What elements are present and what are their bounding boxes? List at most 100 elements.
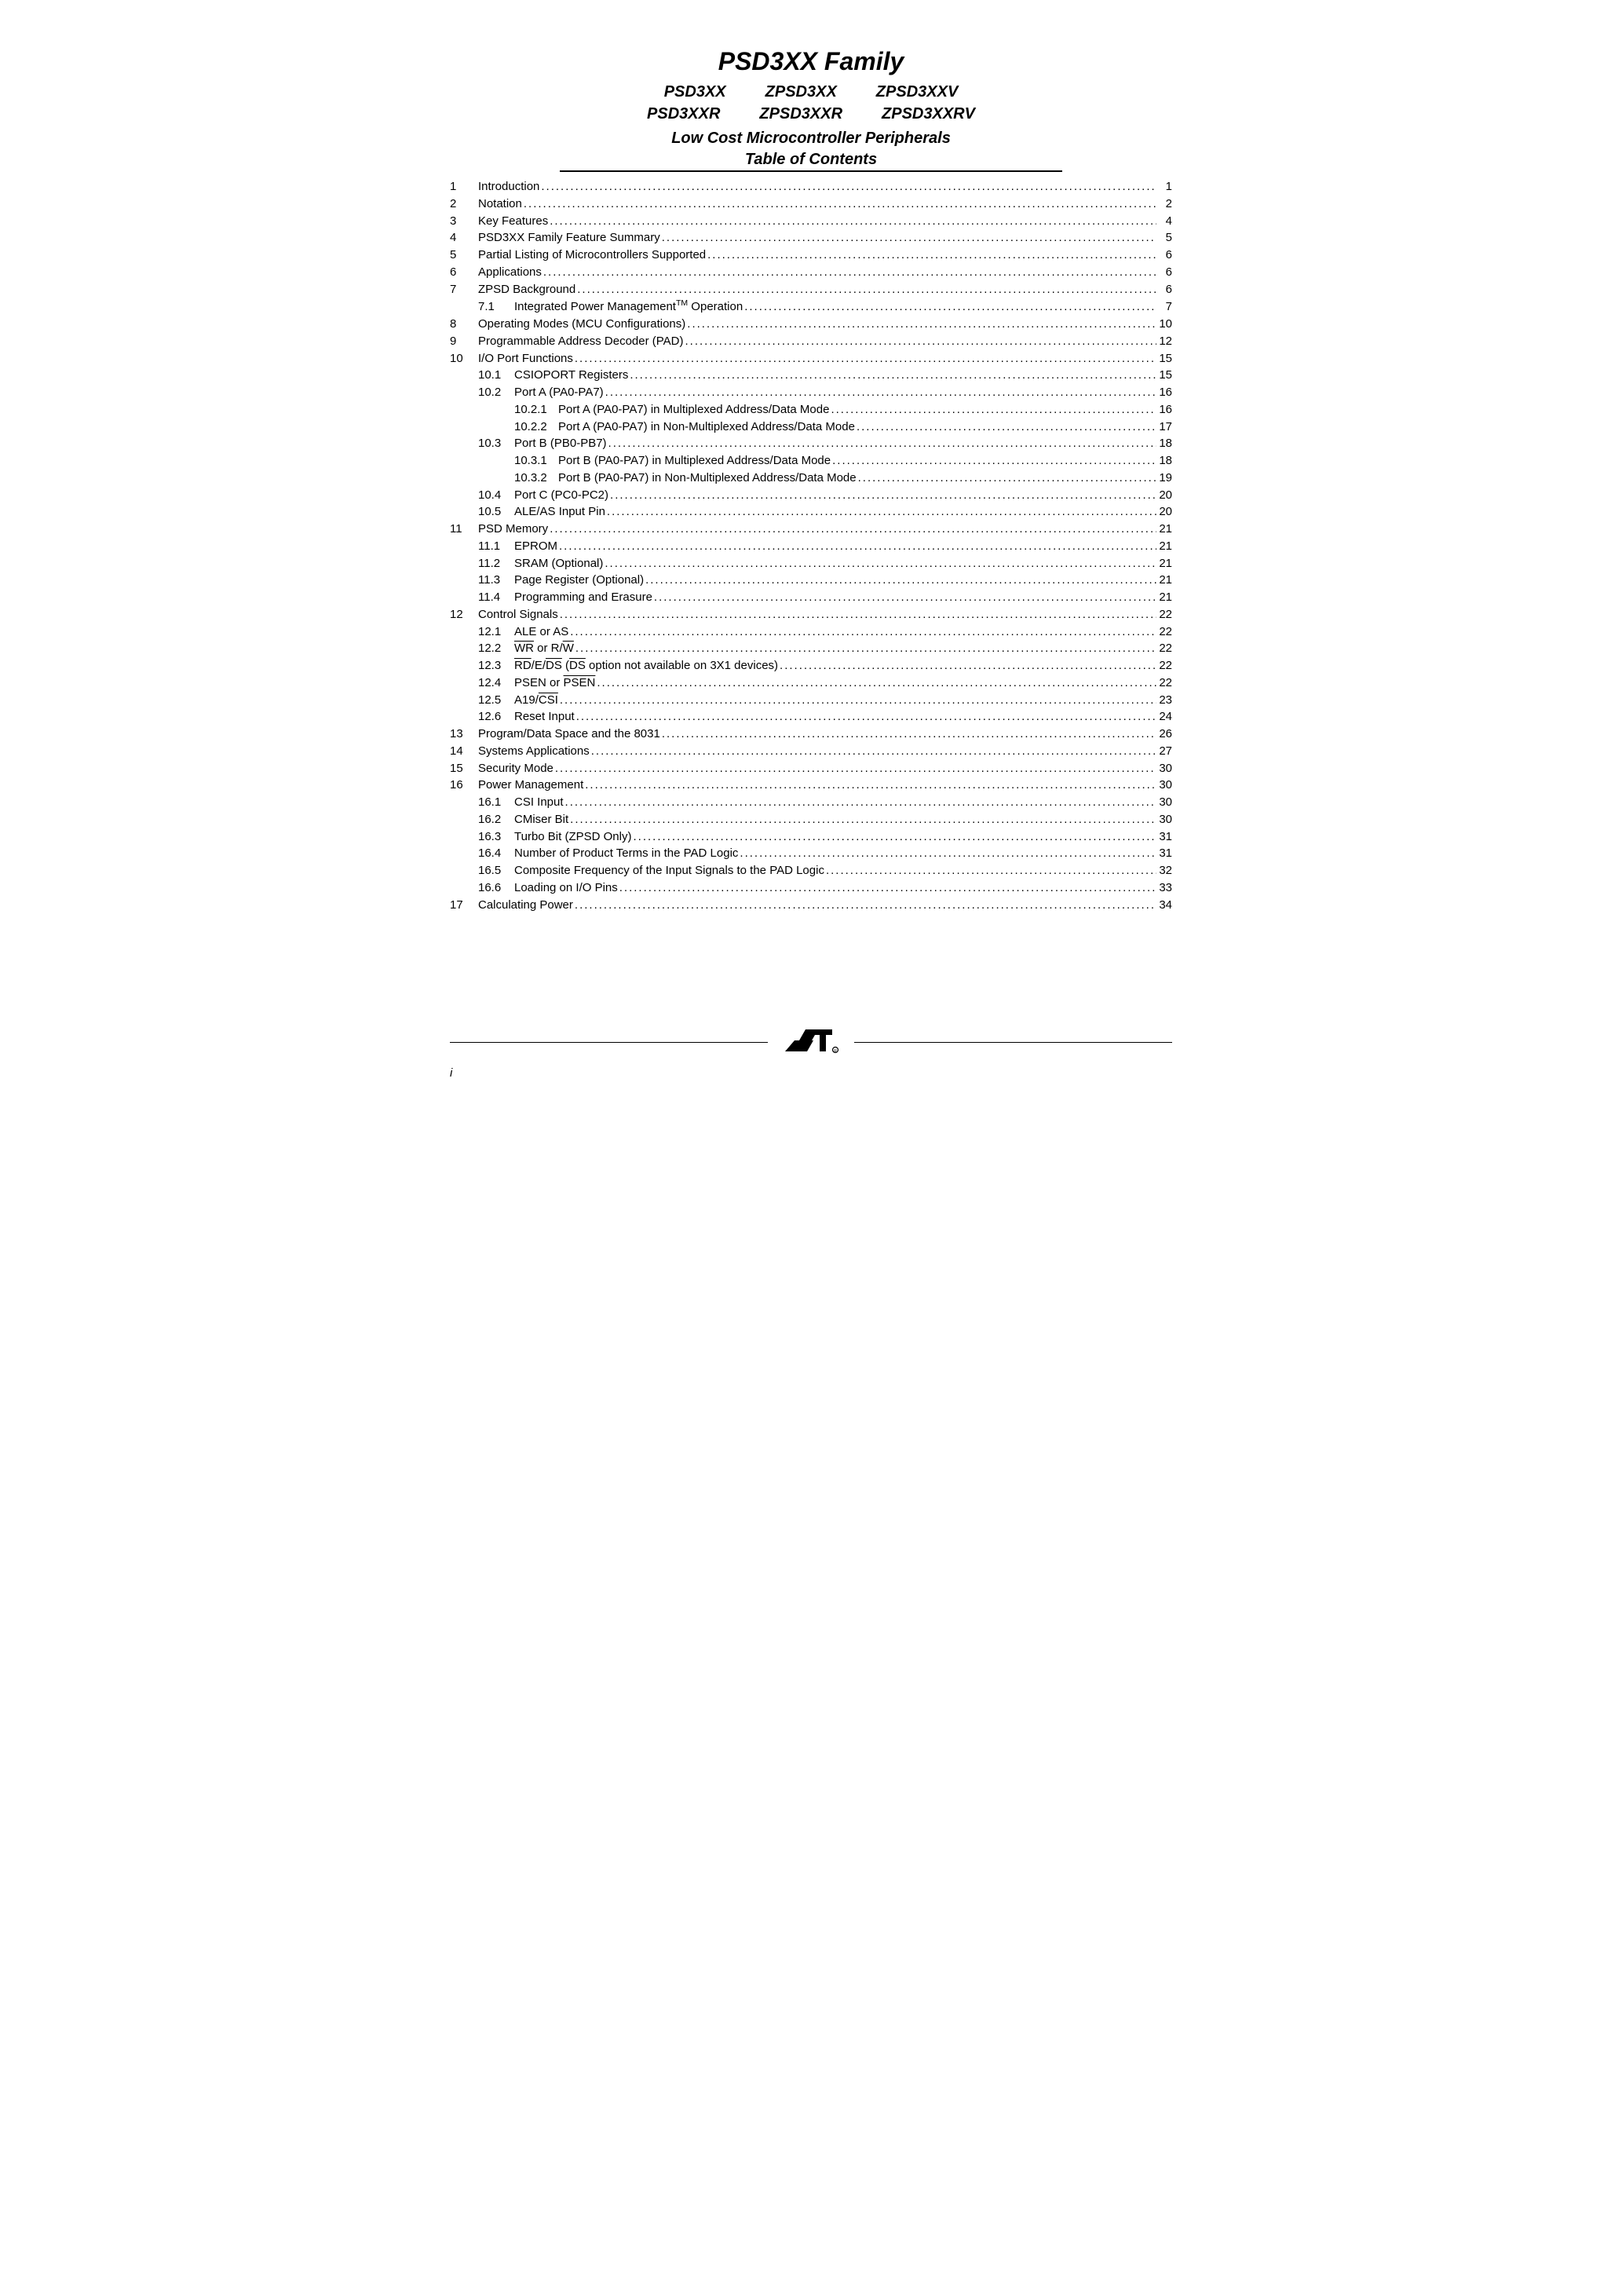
toc-leader-dots bbox=[575, 708, 1156, 726]
toc-entry: 16.5Composite Frequency of the Input Sig… bbox=[450, 862, 1172, 879]
toc-title: PSD3XX Family Feature Summary bbox=[478, 229, 660, 247]
toc-title: PSEN or PSEN bbox=[514, 675, 595, 692]
toc-title: RD/E/DS (DS option not available on 3X1 … bbox=[514, 657, 778, 675]
toc-sub-number: 10.2 bbox=[478, 384, 514, 401]
toc-leader-dots bbox=[583, 777, 1156, 794]
toc-title: Operating Modes (MCU Configurations) bbox=[478, 316, 685, 333]
toc-subsub-number: 10.3.2 bbox=[514, 470, 558, 487]
toc-title: Program/Data Space and the 8031 bbox=[478, 726, 660, 743]
toc-title: Calculating Power bbox=[478, 897, 573, 914]
toc-leader-dots bbox=[831, 452, 1156, 470]
toc-sub-number: 12.3 bbox=[478, 657, 514, 675]
toc-entry: 3Key Features4 bbox=[450, 213, 1172, 230]
toc-page-number: 6 bbox=[1156, 264, 1172, 281]
toc-leader-dots bbox=[829, 401, 1156, 419]
toc-leader-dots bbox=[548, 213, 1156, 230]
toc-sub-number: 16.4 bbox=[478, 845, 514, 862]
toc-page-number: 22 bbox=[1156, 623, 1172, 641]
toc-section-number: 1 bbox=[450, 178, 478, 196]
document-header: PSD3XX Family PSD3XX ZPSD3XX ZPSD3XXV PS… bbox=[450, 47, 1172, 172]
toc-entry: 11.2SRAM (Optional)21 bbox=[450, 555, 1172, 572]
toc-entry: 7.1Integrated Power ManagementTM Operati… bbox=[450, 298, 1172, 316]
toc-sub-number: 16.1 bbox=[478, 794, 514, 811]
variant: ZPSD3XXRV bbox=[882, 103, 975, 125]
toc-subsub-number: 10.3.1 bbox=[514, 452, 558, 470]
toc-sub-number: 10.1 bbox=[478, 367, 514, 384]
toc-title: Port A (PA0-PA7) bbox=[514, 384, 604, 401]
variant: ZPSD3XXR bbox=[759, 103, 842, 125]
footer-rule-right bbox=[854, 1042, 1172, 1043]
toc-page-number: 30 bbox=[1156, 777, 1172, 794]
toc-section-number: 13 bbox=[450, 726, 478, 743]
toc-leader-dots bbox=[652, 589, 1156, 606]
toc-leader-dots bbox=[660, 726, 1156, 743]
toc-title: Key Features bbox=[478, 213, 548, 230]
toc-page-number: 32 bbox=[1156, 862, 1172, 879]
toc-title: CMiser Bit bbox=[514, 811, 568, 828]
toc-entry: 13Program/Data Space and the 8031 26 bbox=[450, 726, 1172, 743]
toc-page-number: 31 bbox=[1156, 845, 1172, 862]
toc-entry: 12.5A19/CSI23 bbox=[450, 692, 1172, 709]
toc-title: Port B (PA0-PA7) in Non-Multiplexed Addr… bbox=[558, 470, 857, 487]
toc-leader-dots bbox=[660, 229, 1156, 247]
toc-sub-number: 12.2 bbox=[478, 640, 514, 657]
toc-page-number: 30 bbox=[1156, 794, 1172, 811]
toc-entry: 6Applications6 bbox=[450, 264, 1172, 281]
toc-leader-dots bbox=[568, 811, 1156, 828]
page-title: PSD3XX Family bbox=[450, 47, 1172, 76]
toc-title: Reset Input bbox=[514, 708, 575, 726]
toc-entry: 17Calculating Power34 bbox=[450, 897, 1172, 914]
toc-page-number: 6 bbox=[1156, 247, 1172, 264]
toc-entry: 11.3Page Register (Optional)21 bbox=[450, 572, 1172, 589]
toc-leader-dots bbox=[631, 828, 1156, 846]
toc-entry: 16.4Number of Product Terms in the PAD L… bbox=[450, 845, 1172, 862]
toc-page-number: 5 bbox=[1156, 229, 1172, 247]
toc-section-number: 11 bbox=[450, 521, 478, 538]
toc-entry: 4PSD3XX Family Feature Summary5 bbox=[450, 229, 1172, 247]
toc-leader-dots bbox=[595, 675, 1156, 692]
toc-entry: 10.3.2Port B (PA0-PA7) in Non-Multiplexe… bbox=[450, 470, 1172, 487]
toc-entry: 10.5ALE/AS Input Pin20 bbox=[450, 503, 1172, 521]
toc-page-number: 30 bbox=[1156, 760, 1172, 777]
toc-page-number: 31 bbox=[1156, 828, 1172, 846]
toc-title: Notation bbox=[478, 196, 522, 213]
variant: PSD3XX bbox=[664, 81, 726, 103]
toc-leader-dots bbox=[603, 555, 1156, 572]
toc-leader-dots bbox=[608, 487, 1156, 504]
toc-entry: 7ZPSD Background6 bbox=[450, 281, 1172, 298]
toc-leader-dots bbox=[857, 470, 1156, 487]
toc-leader-dots bbox=[522, 196, 1156, 213]
toc-title: ALE/AS Input Pin bbox=[514, 503, 605, 521]
toc-title: EPROM bbox=[514, 538, 557, 555]
toc-sub-number: 7.1 bbox=[478, 298, 514, 316]
toc-section-number: 7 bbox=[450, 281, 478, 298]
toc-page-number: 26 bbox=[1156, 726, 1172, 743]
toc-page-number: 16 bbox=[1156, 401, 1172, 419]
toc-leader-dots bbox=[618, 879, 1156, 897]
toc-page-number: 22 bbox=[1156, 606, 1172, 623]
toc-sub-number: 12.1 bbox=[478, 623, 514, 641]
toc-leader-dots bbox=[558, 606, 1156, 623]
toc-title: A19/CSI bbox=[514, 692, 558, 709]
toc-entry: 10.2.2Port A (PA0-PA7) in Non-Multiplexe… bbox=[450, 419, 1172, 436]
variant-row-2: PSD3XXR ZPSD3XXR ZPSD3XXRV bbox=[450, 103, 1172, 125]
toc-sub-number: 11.4 bbox=[478, 589, 514, 606]
toc-entry: 11.1EPROM21 bbox=[450, 538, 1172, 555]
toc-section-number: 3 bbox=[450, 213, 478, 230]
toc-entry: 1Introduction1 bbox=[450, 178, 1172, 196]
toc-title: PSD Memory bbox=[478, 521, 548, 538]
toc-entry: 5Partial Listing of Microcontrollers Sup… bbox=[450, 247, 1172, 264]
toc-leader-dots bbox=[644, 572, 1156, 589]
toc-section-number: 15 bbox=[450, 760, 478, 777]
toc-leader-dots bbox=[557, 538, 1156, 555]
toc-entry: 10.1CSIOPORT Registers15 bbox=[450, 367, 1172, 384]
toc-title: Loading on I/O Pins bbox=[514, 879, 618, 897]
toc-entry: 16.2CMiser Bit30 bbox=[450, 811, 1172, 828]
toc-entry: 11.4Programming and Erasure21 bbox=[450, 589, 1172, 606]
subtitle: Low Cost Microcontroller Peripherals bbox=[450, 130, 1172, 148]
toc-entry: 12.4PSEN or PSEN22 bbox=[450, 675, 1172, 692]
toc-page-number: 18 bbox=[1156, 452, 1172, 470]
toc-title: Security Mode bbox=[478, 760, 553, 777]
variant: ZPSD3XXV bbox=[876, 81, 958, 103]
toc-leader-dots bbox=[607, 435, 1156, 452]
